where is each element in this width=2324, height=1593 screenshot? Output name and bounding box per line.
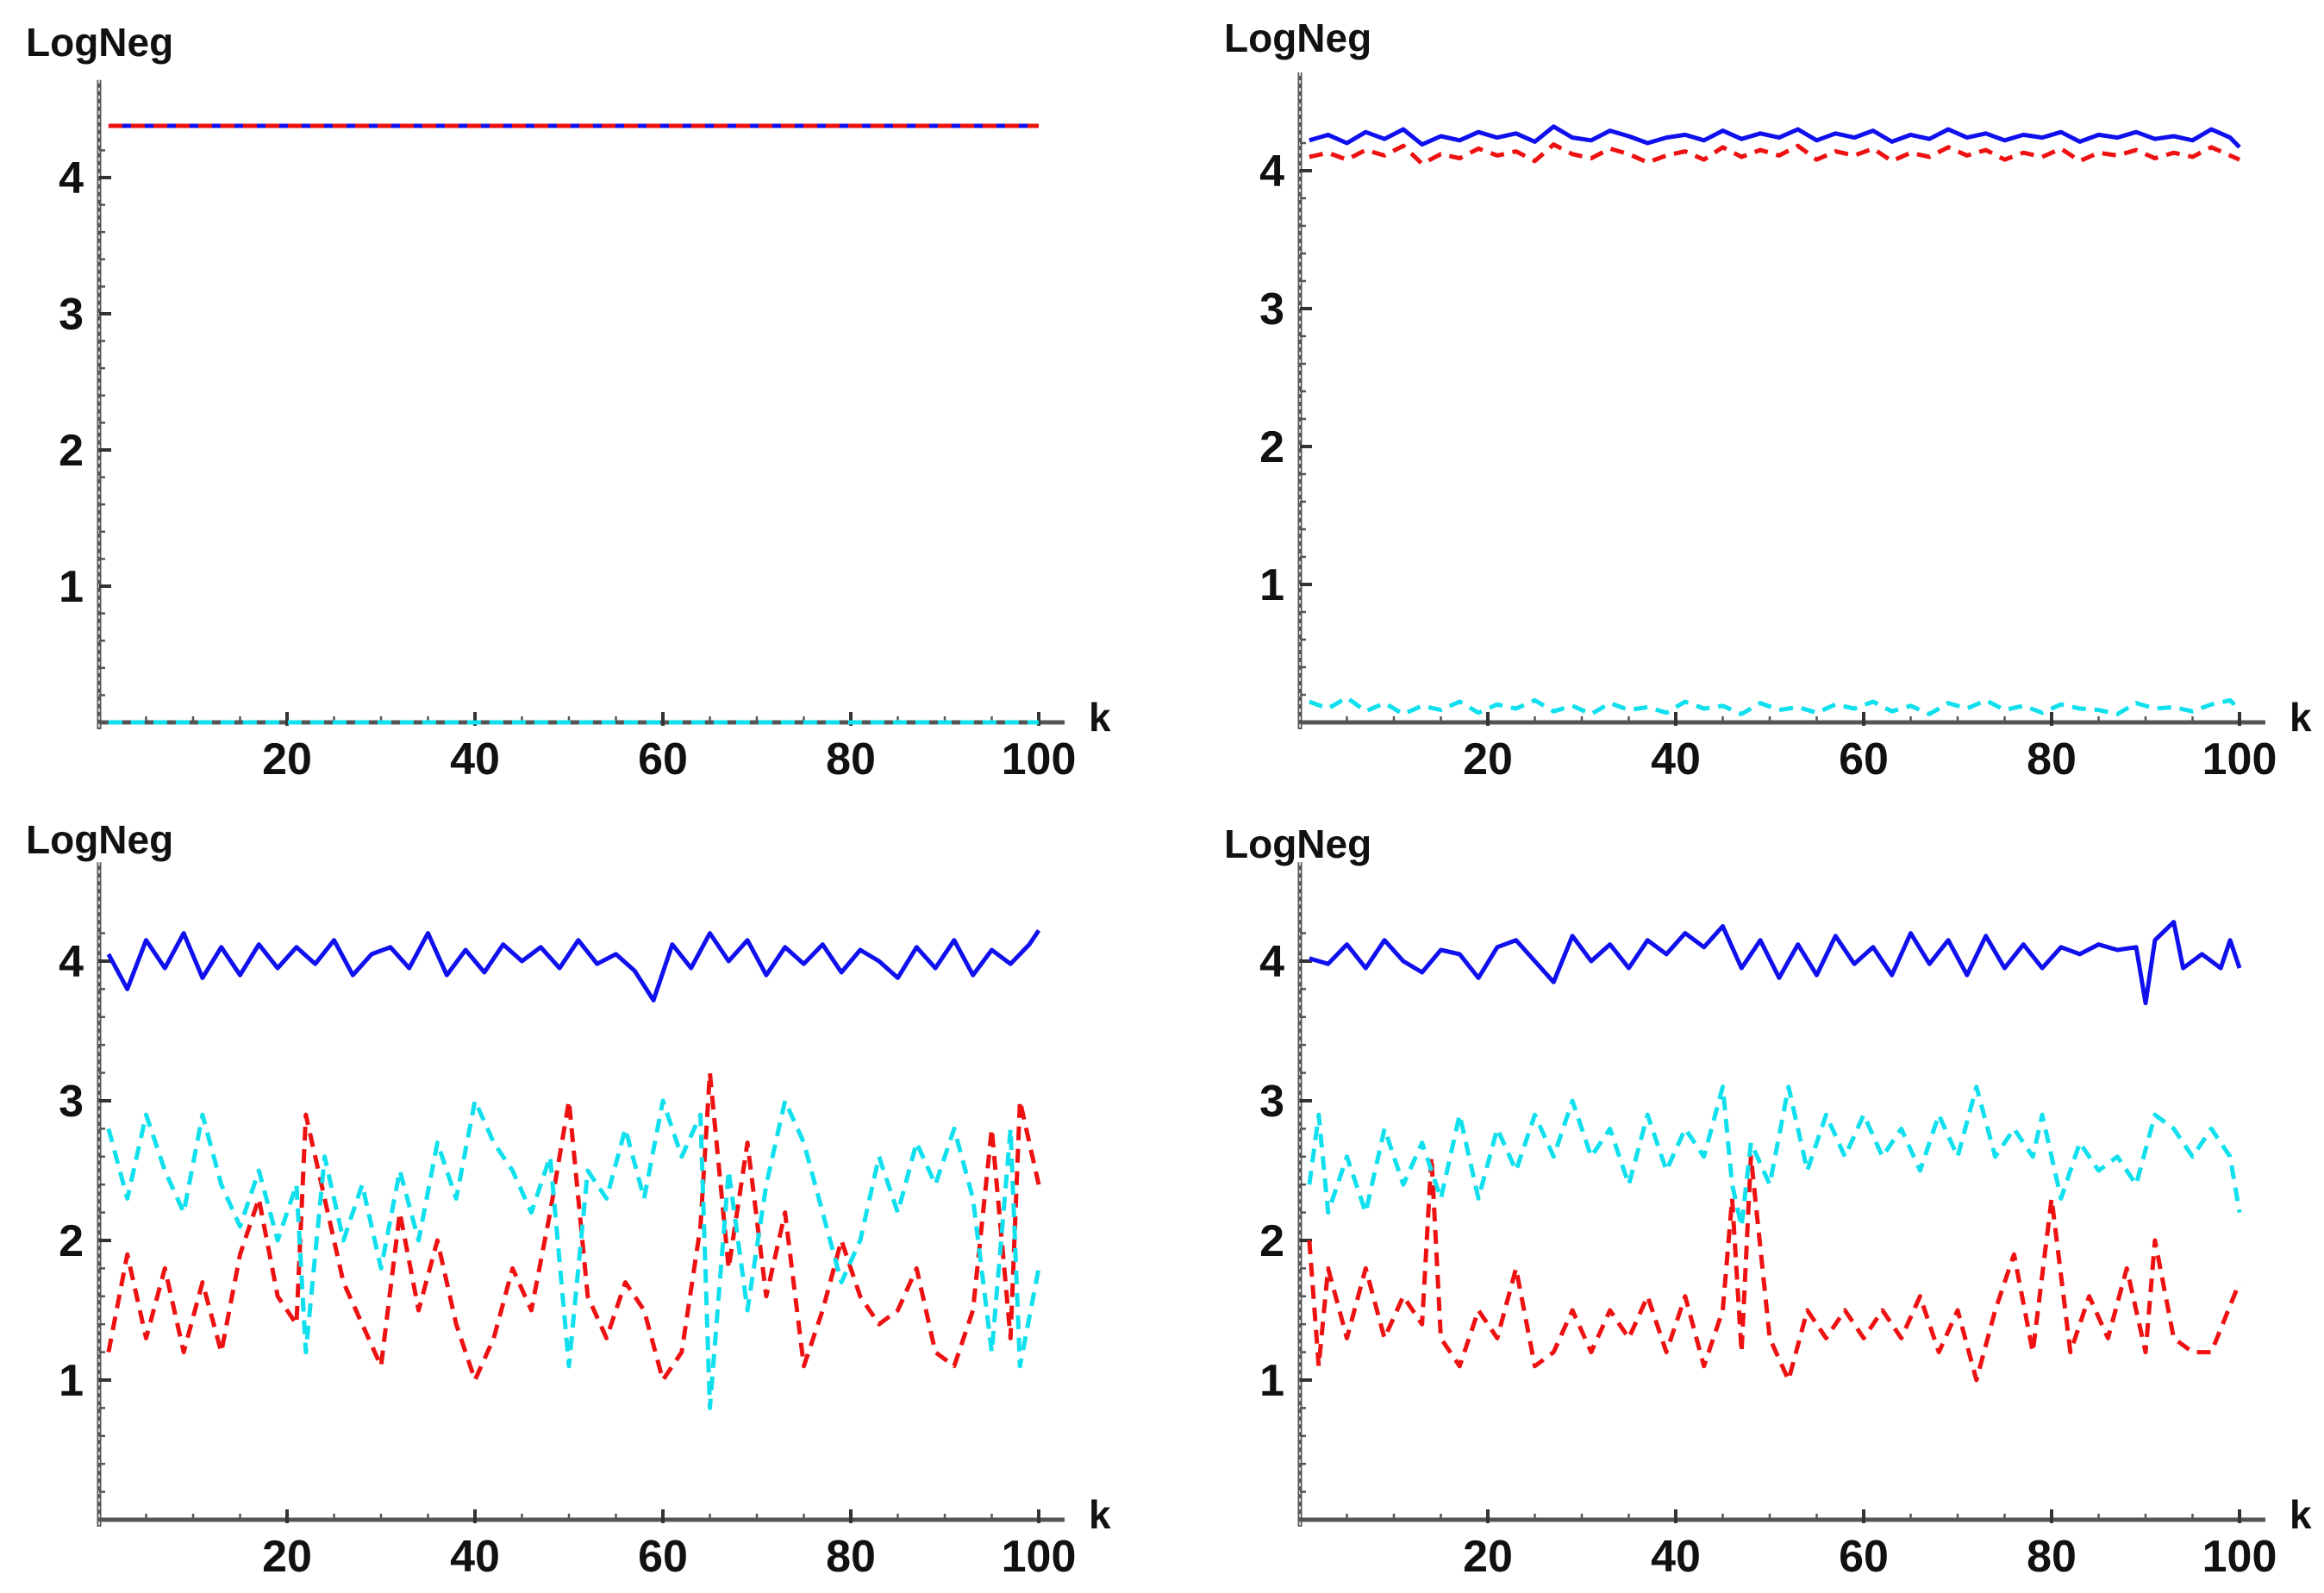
- series-blue-line: [106, 929, 1041, 1003]
- y-tick-label: 4: [59, 937, 84, 987]
- x-axis-title: k: [2290, 695, 2312, 740]
- x-tick-label: 40: [450, 734, 500, 784]
- y-tick-label: 4: [1259, 937, 1284, 987]
- x-tick-label: 40: [1651, 1532, 1701, 1582]
- x-axis-title: k: [2290, 1492, 2312, 1537]
- x-tick-label: 60: [638, 734, 688, 784]
- y-tick-label: 1: [59, 562, 84, 612]
- x-tick-label: 80: [2027, 734, 2077, 784]
- y-axis-title: LogNeg: [26, 20, 173, 65]
- x-tick-label: 100: [2202, 734, 2277, 784]
- y-tick-label: 2: [1259, 422, 1284, 472]
- series-cyan-dashed-line: [1309, 695, 2241, 716]
- y-tick-label: 3: [59, 1077, 84, 1127]
- x-axis-title: k: [1089, 695, 1111, 740]
- x-tick-label: 20: [1463, 734, 1513, 784]
- series-cyan-dashed-line: [1307, 1084, 2242, 1229]
- chart-panel-1: 20 40 60 80 100 1 2 3 4 LogNeg k: [26, 20, 1111, 784]
- y-tick-label: 4: [1259, 147, 1284, 197]
- y-axis-title: LogNeg: [1224, 16, 1371, 60]
- x-axis-title: k: [1089, 1492, 1111, 1537]
- series-red-dashed-line: [1307, 1154, 2242, 1383]
- x-tick-label: 100: [1002, 1532, 1077, 1582]
- series-red-dashed-line: [106, 1071, 1041, 1383]
- y-axis-title: LogNeg: [26, 817, 173, 862]
- y-tick-label: 3: [1259, 284, 1284, 334]
- y-tick-label: 2: [59, 1216, 84, 1266]
- y-tick-label: 1: [59, 1356, 84, 1406]
- x-tick-label: 80: [826, 734, 876, 784]
- x-tick-label: 40: [450, 1532, 500, 1582]
- series-blue-line: [1309, 920, 2242, 1006]
- series-cyan-dashed-line: [106, 1098, 1041, 1410]
- y-tick-label: 2: [1259, 1216, 1284, 1266]
- y-tick-label: 4: [59, 153, 84, 203]
- x-tick-label: 40: [1651, 734, 1701, 784]
- chart-panel-2: 20 40 60 80 100 1 2 3 4 LogNeg k: [1224, 16, 2312, 784]
- y-tick-label: 1: [1259, 1356, 1284, 1406]
- y-tick-label: 2: [59, 426, 84, 476]
- x-tick-label: 60: [1839, 734, 1889, 784]
- y-axis-title: LogNeg: [1224, 821, 1371, 866]
- y-tick-label: 3: [1259, 1077, 1284, 1127]
- x-tick-label: 20: [262, 1532, 312, 1582]
- x-tick-label: 60: [638, 1532, 688, 1582]
- chart-panel-3: 20 40 60 80 100 1 2 3 4 LogNeg k: [26, 817, 1111, 1582]
- x-tick-label: 100: [1002, 734, 1077, 784]
- x-tick-label: 20: [262, 734, 312, 784]
- series-blue-line: [1309, 124, 2241, 149]
- y-tick-label: 3: [59, 290, 84, 340]
- x-tick-label: 80: [826, 1532, 876, 1582]
- x-tick-label: 60: [1839, 1532, 1889, 1582]
- series-red-dashed-line: [1309, 142, 2241, 166]
- x-tick-label: 20: [1463, 1532, 1513, 1582]
- chart-panel-4: 20 40 60 80 100 1 2 3 4 LogNeg k: [1224, 821, 2312, 1582]
- x-tick-label: 80: [2027, 1532, 2077, 1582]
- x-tick-label: 100: [2202, 1532, 2277, 1582]
- y-tick-label: 1: [1259, 560, 1284, 610]
